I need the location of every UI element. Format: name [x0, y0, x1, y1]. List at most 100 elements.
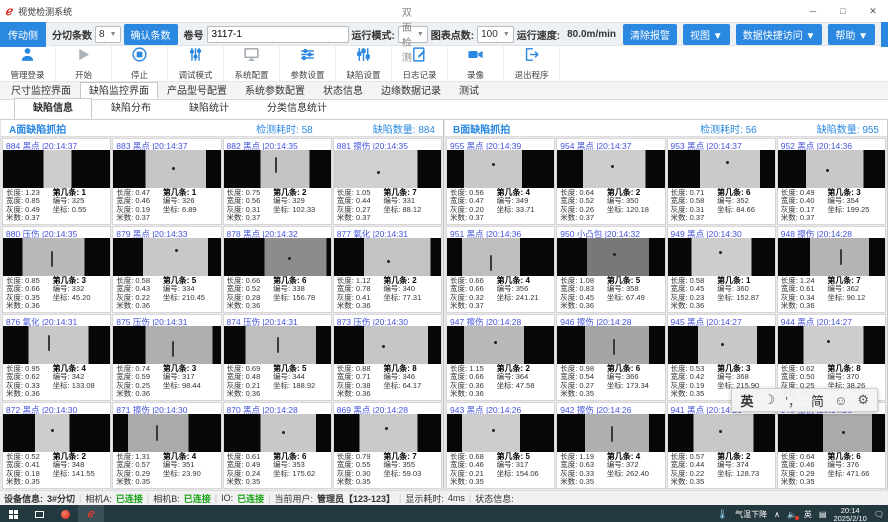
- defect-time: |20:14:36: [816, 141, 852, 150]
- record-video-button[interactable]: 录像: [448, 46, 504, 81]
- operator-side-button[interactable]: 操作侧: [881, 21, 888, 47]
- defect-image: [333, 325, 441, 364]
- defect-cell[interactable]: 883 黑点 |20:14:37 长度: 0.47 宽度: 0.46 灰度: 0…: [112, 138, 222, 225]
- defect-cell[interactable]: 952 黑点 |20:14:36 长度: 0.49 宽度: 0.40 灰度: 0…: [776, 138, 886, 225]
- log-record-button[interactable]: 日志记录: [392, 46, 448, 81]
- defect-cell-header: 879 黑点 |20:14:33: [113, 227, 220, 238]
- defect-cell[interactable]: 943 黑点 |20:14:26 长度: 0.68 宽度: 0.46 灰度: 0…: [446, 402, 556, 489]
- tab-test[interactable]: 测试: [459, 86, 479, 97]
- tab-size-monitor[interactable]: 尺寸监控界面: [11, 86, 71, 97]
- clear-alarm-button[interactable]: 清除报警: [623, 23, 678, 45]
- confirm-count-button[interactable]: 确认条数: [123, 23, 178, 45]
- defect-number: 947: [450, 317, 465, 326]
- help-menu-button[interactable]: 帮助 ▼: [828, 23, 876, 45]
- defect-cell[interactable]: 949 黑点 |20:14:30 长度: 0.58 宽度: 0.45 灰度: 0…: [666, 226, 776, 313]
- defect-image: [447, 149, 555, 188]
- admin-login-button[interactable]: 管理登录: [0, 46, 56, 81]
- defect-cell[interactable]: 942 擦伤 |20:14:26 长度: 1.19 宽度: 0.63 灰度: 0…: [556, 402, 666, 489]
- defect-cell[interactable]: 954 黑点 |20:14:37 长度: 0.64 宽度: 0.52 灰度: 0…: [556, 138, 666, 225]
- minimize-button[interactable]: ─: [809, 6, 817, 16]
- keyboard-icon[interactable]: ▤: [818, 510, 827, 519]
- system-config-button[interactable]: 系统配置: [224, 46, 280, 81]
- tab-product-config[interactable]: 产品型号配置: [167, 86, 227, 97]
- defect-cell[interactable]: 874 压伤 |20:14:31 长度: 0.69 宽度: 0.48 灰度: 0…: [222, 314, 332, 401]
- notification-center-icon[interactable]: 🗨: [873, 510, 884, 519]
- defect-cell[interactable]: 955 黑点 |20:14:39 长度: 0.56 宽度: 0.47 灰度: 0…: [446, 138, 556, 225]
- defect-cell[interactable]: 945 黑点 |20:14:27 长度: 0.53 宽度: 0.42 灰度: 0…: [666, 314, 776, 401]
- tab-defect-monitor[interactable]: 缺陷监控界面: [80, 82, 158, 99]
- ime-lang-en[interactable]: 英: [740, 393, 754, 409]
- defect-cell[interactable]: 941 黑点 |20:14:26 长度: 0.57 宽度: 0.44 灰度: 0…: [666, 402, 776, 489]
- defect-cell[interactable]: 871 擦伤 |20:14:30 长度: 1.31 宽度: 0.57 灰度: 0…: [112, 402, 222, 489]
- exit-program-button[interactable]: 退出程序: [504, 46, 560, 81]
- defect-mark: [385, 426, 389, 430]
- subtab-defect-stats[interactable]: 缺陷统计: [189, 103, 229, 114]
- split-count-select[interactable]: 8 ▼: [95, 25, 121, 43]
- defect-cell[interactable]: 879 黑点 |20:14:33 长度: 0.58 宽度: 0.43 灰度: 0…: [112, 226, 222, 313]
- defect-cell[interactable]: 876 氧化 |20:14:31 长度: 0.95 宽度: 0.62 灰度: 0…: [2, 314, 112, 401]
- subtab-class-stats[interactable]: 分类信息统计: [267, 103, 327, 114]
- task-view-button[interactable]: [26, 505, 52, 522]
- tray-expand-chevron[interactable]: ∧: [774, 510, 780, 519]
- defect-cell[interactable]: 872 黑点 |20:14:30 长度: 0.52 宽度: 0.41 灰度: 0…: [2, 402, 112, 489]
- taskbar-clock[interactable]: 20:14 2025/2/10: [833, 506, 866, 522]
- defect-cell[interactable]: 948 擦伤 |20:14:28 长度: 1.24 宽度: 0.61 灰度: 0…: [776, 226, 886, 313]
- defect-cell[interactable]: 950 小凸包 |20:14:32 长度: 1.08 宽度: 0.83 灰度: …: [556, 226, 666, 313]
- debug-mode-button[interactable]: 调试模式: [168, 46, 224, 81]
- defect-cell[interactable]: 947 擦伤 |20:14:28 长度: 1.15 宽度: 0.66 灰度: 0…: [446, 314, 556, 401]
- subtab-defect-distribution[interactable]: 缺陷分布: [111, 103, 151, 114]
- defect-type: 擦伤: [353, 141, 371, 150]
- defect-cell[interactable]: 940 擦伤 |20:14:26 长度: 0.64 宽度: 0.46 灰度: 0…: [776, 402, 886, 489]
- defect-number: 942: [560, 405, 575, 414]
- defect-type: 黑点: [243, 229, 261, 238]
- defect-cell[interactable]: 878 黑点 |20:14:32 长度: 0.66 宽度: 0.52 灰度: 0…: [222, 226, 332, 313]
- ime-punct-icon[interactable]: ’，: [785, 393, 802, 409]
- volume-icon[interactable]: 🔈: [786, 510, 799, 520]
- drive-side-button[interactable]: 传动侧: [0, 21, 46, 47]
- ime-settings-icon[interactable]: ⚙: [857, 392, 869, 407]
- stop-button[interactable]: 停止: [112, 46, 168, 81]
- defect-type: 黑点: [466, 141, 484, 150]
- defect-cell[interactable]: 953 黑点 |20:14:37 长度: 0.71 宽度: 0.58 灰度: 0…: [666, 138, 776, 225]
- ime-language-indicator[interactable]: 英: [803, 510, 812, 519]
- defect-info: 长度: 0.79 宽度: 0.55 灰度: 0.30 米数: 0.35 第几条:…: [336, 451, 422, 487]
- start-menu-button[interactable]: [0, 505, 26, 522]
- defect-cell[interactable]: 881 擦伤 |20:14:35 长度: 1.05 宽度: 0.44 灰度: 0…: [332, 138, 442, 225]
- quick-access-menu-button[interactable]: 数据快捷访问 ▼: [735, 23, 823, 45]
- defect-cell[interactable]: 877 氧化 |20:14:31 长度: 1.12 宽度: 0.78 灰度: 0…: [332, 226, 442, 313]
- defect-mark: [494, 340, 498, 344]
- defect-cell[interactable]: 884 黑点 |20:14:37 长度: 1.23 宽度: 0.85 灰度: 0…: [2, 138, 112, 225]
- defect-mark: [489, 254, 492, 271]
- taskbar-app-vision[interactable]: ℯ: [78, 505, 104, 522]
- defect-cell-header: 870 黑点 |20:14:28: [224, 403, 331, 414]
- defect-cell[interactable]: 870 黑点 |20:14:28 长度: 0.61 宽度: 0.49 灰度: 0…: [222, 402, 332, 489]
- defect-settings-button[interactable]: 缺陷设置: [336, 46, 392, 81]
- tab-edge-data[interactable]: 边缘数据记录: [381, 86, 441, 97]
- run-mode-select[interactable]: 双面检测 ▼: [397, 8, 428, 64]
- defect-cell[interactable]: 880 压伤 |20:14:35 长度: 0.85 宽度: 0.66 灰度: 0…: [2, 226, 112, 313]
- tab-status-info[interactable]: 状态信息: [323, 86, 363, 97]
- roll-number-input[interactable]: [206, 25, 349, 43]
- defect-type: 压伤: [243, 317, 261, 326]
- defect-cell[interactable]: 951 黑点 |20:14:36 长度: 0.66 宽度: 0.66 灰度: 0…: [446, 226, 556, 313]
- ime-moon-icon[interactable]: ☽: [763, 392, 776, 407]
- defect-type: 黑点: [687, 141, 705, 150]
- start-button[interactable]: 开始: [56, 46, 112, 81]
- defect-cell[interactable]: 946 擦伤 |20:14:28 长度: 0.98 宽度: 0.54 灰度: 0…: [556, 314, 666, 401]
- close-button[interactable]: ✕: [869, 6, 877, 16]
- defect-time: |20:14:31: [262, 317, 298, 326]
- maximize-button[interactable]: □: [840, 6, 846, 16]
- defect-cell[interactable]: 882 黑点 |20:14:35 长度: 0.75 宽度: 0.56 灰度: 0…: [222, 138, 332, 225]
- params-settings-button[interactable]: 参数设置: [280, 46, 336, 81]
- chart-points-select[interactable]: 100 ▼: [477, 25, 514, 43]
- defect-cell[interactable]: 869 黑点 |20:14:28 长度: 0.79 宽度: 0.55 灰度: 0…: [332, 402, 442, 489]
- tab-system-params[interactable]: 系统参数配置: [245, 86, 305, 97]
- ime-lang-cn[interactable]: 简: [811, 393, 825, 409]
- weather-ticker-text[interactable]: 气温下降: [735, 510, 768, 519]
- ime-emoji-icon[interactable]: ☺: [834, 392, 848, 408]
- taskbar-app-browser[interactable]: [52, 505, 78, 522]
- subtab-defect-info[interactable]: 缺陷信息: [14, 98, 92, 119]
- defect-cell[interactable]: 875 压伤 |20:14:31 长度: 0.74 宽度: 0.59 灰度: 0…: [112, 314, 222, 401]
- defect-cell[interactable]: 873 压伤 |20:14:30 长度: 0.88 宽度: 0.71 灰度: 0…: [332, 314, 442, 401]
- view-menu-button[interactable]: 视图 ▼: [683, 23, 730, 45]
